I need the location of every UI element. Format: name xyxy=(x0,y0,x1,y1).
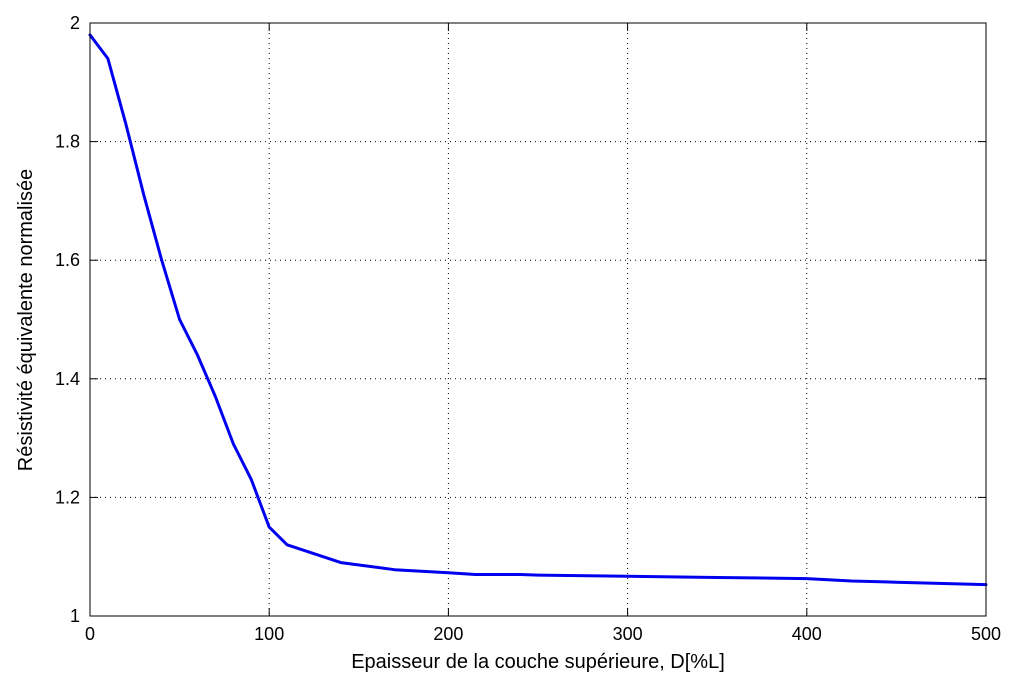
series-line xyxy=(88,33,988,587)
x-tick-label: 400 xyxy=(792,624,822,644)
series-group xyxy=(88,33,988,587)
x-tick-label: 100 xyxy=(254,624,284,644)
y-tick-label: 1.4 xyxy=(55,369,80,389)
x-tick-label: 500 xyxy=(971,624,1001,644)
y-tick-label: 1.6 xyxy=(55,250,80,270)
x-tick-label: 200 xyxy=(433,624,463,644)
y-tick-label: 2 xyxy=(70,13,80,33)
x-axis-label: Epaisseur de la couche supérieure, D[%L] xyxy=(351,651,725,673)
x-tick-labels: 0 100 200 300 400 500 xyxy=(85,624,1001,644)
y-axis-label: Résistivité équivalente normalisée xyxy=(15,169,37,471)
plot-area xyxy=(90,23,986,616)
ticks xyxy=(89,22,987,617)
plot-frame xyxy=(89,22,987,617)
y-tick-label: 1 xyxy=(70,606,80,626)
y-tick-label: 1.2 xyxy=(55,487,80,507)
y-tick-label: 1.8 xyxy=(55,132,80,152)
x-tick-label: 0 xyxy=(85,624,95,644)
x-tick-label: 300 xyxy=(613,624,643,644)
y-tick-labels: 1 1.2 1.4 1.6 1.8 2 xyxy=(55,13,80,626)
